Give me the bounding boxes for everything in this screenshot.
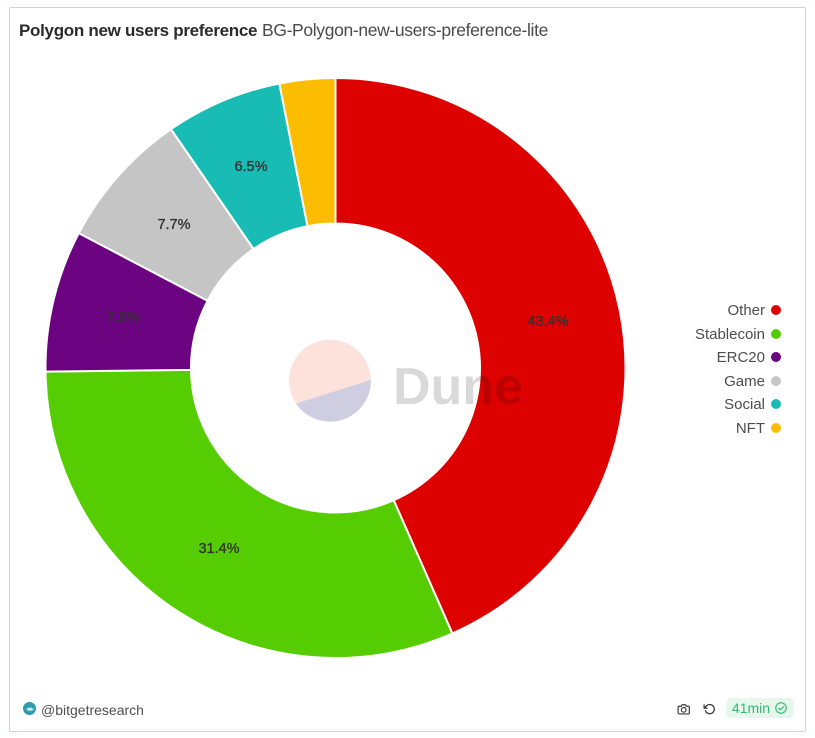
svg-text:Dune: Dune (393, 358, 523, 416)
